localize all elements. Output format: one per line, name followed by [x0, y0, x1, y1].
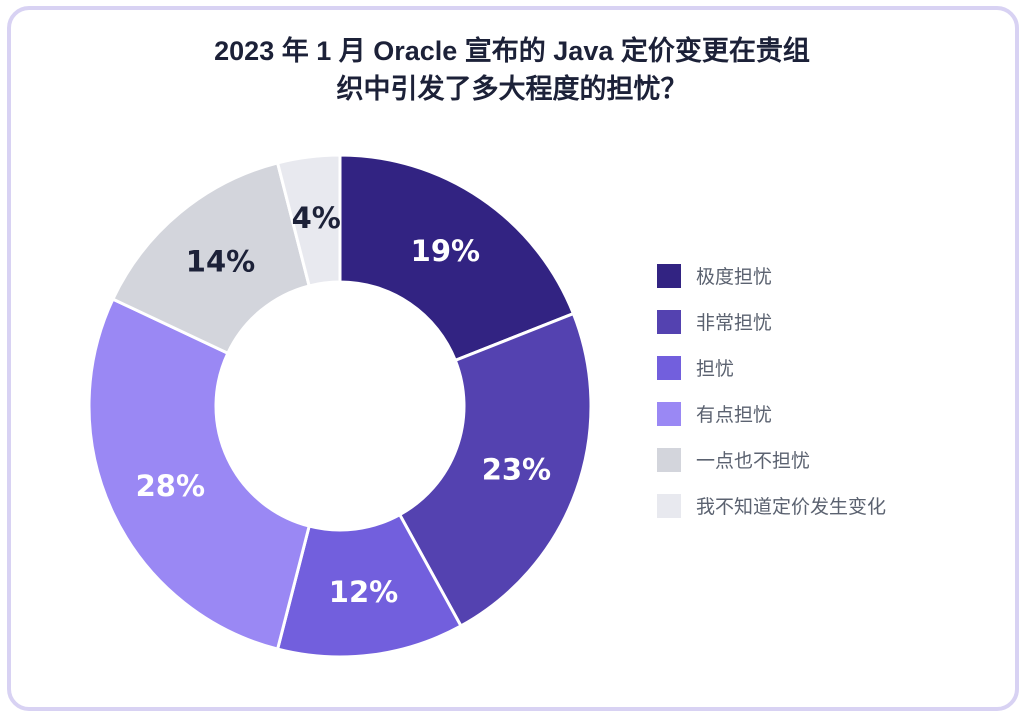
slice-percent-label: 4% [292, 201, 341, 235]
legend-swatch [657, 356, 681, 380]
legend-label: 一点也不担忧 [696, 450, 811, 472]
legend-label: 有点担忧 [696, 404, 773, 426]
legend-swatch [657, 402, 681, 426]
legend-item: 极度担忧 [657, 264, 886, 310]
slice-percent-label: 19% [411, 234, 480, 268]
legend-item: 非常担忧 [657, 310, 886, 356]
donut-slice [87, 297, 311, 651]
donut-slice [397, 311, 593, 628]
legend-swatch [657, 448, 681, 472]
legend-swatch [657, 264, 681, 288]
slice-percent-label: 14% [186, 245, 255, 279]
slice-percent-label: 23% [482, 453, 551, 487]
chart-title: 2023 年 1 月 Oracle 宣布的 Java 定价变更在贵组 织中引发了… [0, 32, 1024, 108]
legend-swatch [657, 310, 681, 334]
legend-label: 我不知道定价发生变化 [696, 496, 887, 518]
legend-item: 我不知道定价发生变化 [657, 494, 886, 540]
donut-slice [110, 161, 311, 356]
chart-legend: 极度担忧非常担忧担忧有点担忧一点也不担忧我不知道定价发生变化 [657, 264, 886, 540]
legend-label: 非常担忧 [696, 312, 773, 334]
legend-item: 担忧 [657, 356, 886, 402]
legend-item: 一点也不担忧 [657, 448, 886, 494]
slice-percent-label: 28% [136, 469, 205, 503]
legend-swatch [657, 494, 681, 518]
legend-label: 极度担忧 [696, 266, 773, 288]
donut-slice [275, 153, 342, 288]
chart-title-line-2: 织中引发了多大程度的担忧？ [336, 74, 688, 104]
legend-item: 有点担忧 [657, 402, 886, 448]
slice-percent-label: 12% [329, 575, 398, 609]
chart-title-line-1: 2023 年 1 月 Oracle 宣布的 Java 定价变更在贵组 [214, 36, 810, 66]
legend-label: 担忧 [696, 358, 735, 380]
donut-slice [338, 153, 576, 363]
